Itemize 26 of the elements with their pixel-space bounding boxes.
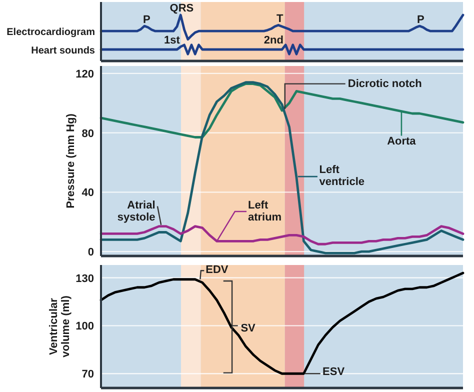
annotation: Atrial systole: [117, 200, 156, 224]
annotation: Dicrotic notch: [348, 78, 422, 90]
annotation: SV: [240, 322, 256, 334]
series-label: Electrocardiogram: [6, 27, 96, 38]
y-tick-label: 100: [76, 320, 94, 333]
y-axis-title: Ventricular volume (ml): [48, 295, 72, 358]
y-tick-label: 120: [76, 68, 94, 80]
annotation: 2nd: [264, 34, 284, 47]
annotation: T: [276, 12, 284, 25]
legend-label: Left ventricle: [319, 164, 365, 188]
y-tick-label: 80: [82, 128, 94, 140]
y-tick-label: 40: [82, 187, 94, 200]
y-tick-label: 70: [82, 368, 94, 381]
y-tick-label: 0: [88, 246, 94, 259]
text: Aorta: [387, 136, 417, 148]
line-series: [100, 272, 464, 375]
annotation: ESV: [322, 366, 346, 378]
annotation: EDV: [206, 264, 229, 276]
annotation: 1st: [164, 34, 180, 47]
series-label: Heart sounds: [31, 46, 96, 56]
y-axis-title: Pressure (mm Hg): [65, 113, 77, 208]
annotation: P: [416, 14, 424, 26]
series-label: Left atrium: [248, 200, 282, 224]
y-tick-label: 130: [76, 272, 94, 285]
annotation: P: [142, 14, 150, 26]
text: QRS: [170, 2, 194, 14]
